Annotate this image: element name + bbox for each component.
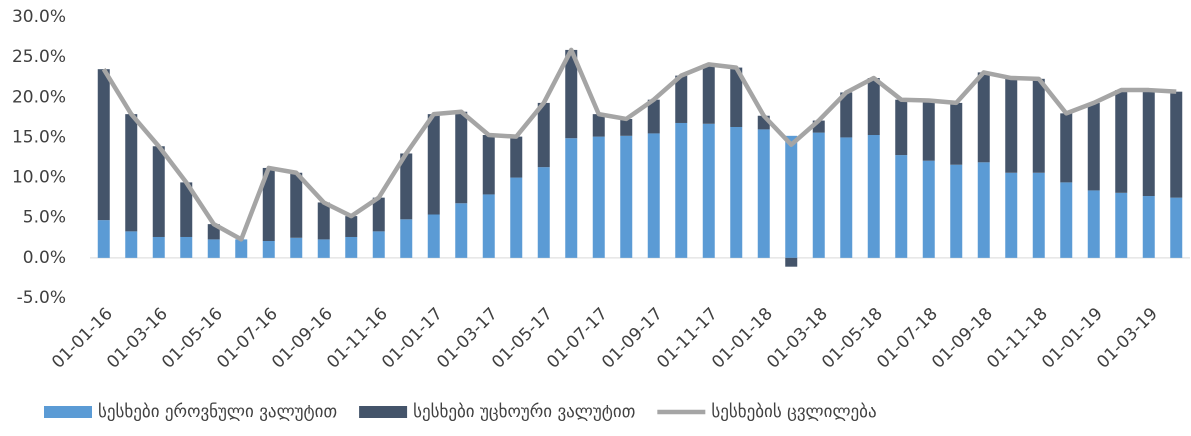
legend-swatch <box>44 406 92 418</box>
bar <box>1060 182 1073 258</box>
bar <box>372 231 385 258</box>
bar <box>317 239 330 258</box>
bar <box>565 138 578 258</box>
bar <box>620 135 633 258</box>
legend-swatch <box>359 406 408 418</box>
bar <box>675 75 688 123</box>
bar <box>482 194 495 258</box>
bar <box>427 114 440 215</box>
bar <box>757 129 770 258</box>
bar <box>785 135 798 258</box>
bar <box>922 100 935 161</box>
y-tick-label: 0.0% <box>23 248 66 268</box>
bar <box>400 153 413 220</box>
y-tick-label: 30.0% <box>12 7 66 27</box>
bar <box>235 239 248 258</box>
bar <box>840 137 853 258</box>
bar <box>345 216 358 237</box>
legend-label: სესხები უცხოური ვალუტით <box>413 402 635 422</box>
bar <box>730 126 743 258</box>
bar <box>592 114 605 137</box>
bar <box>207 239 220 258</box>
bar <box>427 214 440 258</box>
bar <box>675 122 688 258</box>
bar <box>977 72 990 163</box>
bar <box>455 203 468 258</box>
bar <box>812 132 825 258</box>
bar <box>1115 90 1128 193</box>
bar <box>840 92 853 138</box>
bar <box>537 167 550 258</box>
bar <box>97 220 110 258</box>
bar <box>867 135 880 258</box>
bar <box>482 135 495 195</box>
bar <box>510 136 523 178</box>
bar <box>1060 113 1073 183</box>
bar <box>180 182 193 237</box>
bar <box>125 231 138 258</box>
bar <box>1005 172 1018 258</box>
bar <box>702 64 715 124</box>
bar <box>1142 90 1155 197</box>
bar <box>345 236 358 258</box>
bar <box>152 236 165 258</box>
bar <box>125 114 138 232</box>
bar <box>262 167 275 241</box>
bar <box>1170 91 1183 198</box>
x-tick-label: 01-03-19 <box>1093 304 1162 373</box>
bar <box>895 99 908 156</box>
bar <box>262 240 275 258</box>
bar <box>1115 192 1128 258</box>
y-tick-label: 25.0% <box>12 47 66 67</box>
bar <box>592 136 605 258</box>
bar <box>290 172 303 238</box>
bar <box>950 102 963 165</box>
bar <box>455 111 468 204</box>
y-tick-label: 20.0% <box>12 87 66 107</box>
bar <box>702 123 715 258</box>
line <box>101 47 1177 242</box>
bar <box>180 236 193 258</box>
bar <box>565 49 578 139</box>
bar <box>1087 102 1100 191</box>
bar <box>290 237 303 258</box>
legend-label: სესხების ცვლილება <box>711 402 876 422</box>
bar <box>400 219 413 258</box>
y-tick-label: 15.0% <box>12 127 66 147</box>
bar <box>647 99 660 134</box>
bar <box>372 197 385 232</box>
bar <box>1032 172 1045 258</box>
legend-label: სესხები ეროვნული ვალუტით <box>98 402 337 422</box>
bar <box>1087 190 1100 258</box>
bar <box>895 155 908 258</box>
bar <box>510 177 523 258</box>
y-tick-label: 10.0% <box>12 168 66 188</box>
bar <box>1032 78 1045 173</box>
bar <box>730 67 743 127</box>
bar <box>867 78 880 136</box>
bar <box>317 202 330 240</box>
bar <box>950 164 963 258</box>
bar <box>537 102 550 168</box>
bar <box>97 69 110 221</box>
bar <box>620 118 633 136</box>
bar <box>1142 196 1155 258</box>
bar <box>977 162 990 258</box>
y-tick-label: -5.0% <box>17 288 66 308</box>
bar <box>1170 197 1183 258</box>
bar <box>1005 78 1018 173</box>
bar <box>922 160 935 258</box>
y-tick-label: 5.0% <box>23 208 66 228</box>
bar <box>152 146 165 237</box>
bar <box>785 257 798 267</box>
bar <box>647 133 660 258</box>
